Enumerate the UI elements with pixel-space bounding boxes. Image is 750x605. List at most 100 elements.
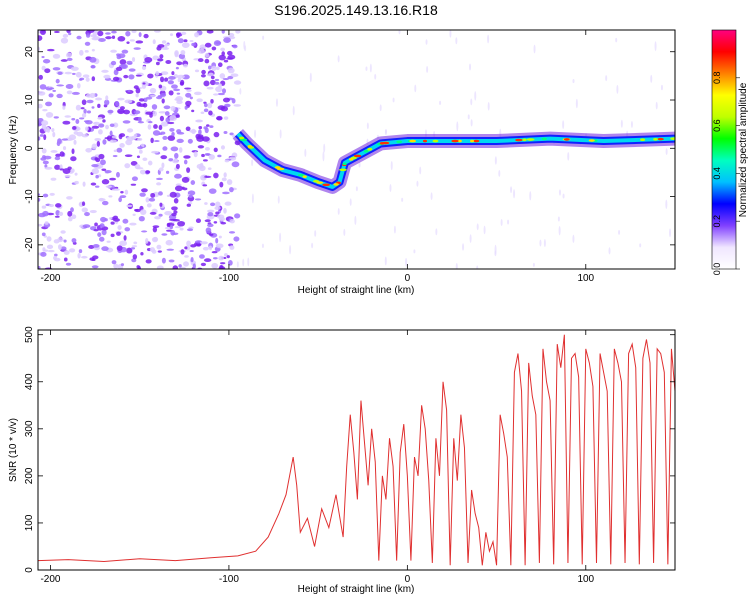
spectrogram-noise-cell: [214, 206, 221, 211]
spectrogram-noise-cell: [157, 58, 164, 62]
spectrogram-noise-cell: [483, 225, 486, 235]
spectrogram-noise-cell: [205, 227, 212, 234]
spectrogram-noise-cell: [85, 148, 93, 153]
spectrogram-noise-cell: [157, 250, 162, 253]
spectrogram-noise-cell: [77, 252, 81, 259]
spectrogram-noise-cell: [195, 133, 201, 140]
spectrogram-noise-cell: [164, 111, 170, 116]
spectrogram-noise-cell: [199, 241, 208, 245]
spectrogram-noise-cell: [71, 72, 76, 75]
spectrogram-noise-cell: [62, 168, 71, 175]
spectrogram-noise-cell: [101, 246, 109, 252]
spectrogram-noise-cell: [210, 75, 215, 80]
track-peak: [653, 137, 658, 141]
spectrogram-noise-cell: [469, 63, 472, 71]
spectrogram-noise-cell: [141, 65, 147, 70]
spectrogram-noise-cell: [89, 56, 97, 63]
spectrogram-noise-cell: [221, 51, 225, 57]
spectrogram-noise-cell: [304, 148, 307, 157]
spectrogram-noise-cell: [71, 214, 77, 220]
spectrogram-noise-cell: [102, 139, 107, 145]
spectrogram-noise-cell: [164, 226, 171, 230]
spectrogram-noise-cell: [177, 220, 186, 227]
track-peak: [322, 183, 331, 187]
spectrogram-noise-cell: [343, 228, 346, 236]
spectrogram-noise-cell: [75, 71, 82, 78]
spectrogram-noise-cell: [91, 265, 99, 269]
spectrogram-noise-cell: [141, 83, 147, 89]
spectrogram-noise-cell: [669, 228, 672, 238]
spectrogram-x-label: Height of straight line (km): [298, 285, 415, 296]
spectrogram-noise-cell: [38, 223, 43, 227]
spectrogram-noise-cell: [163, 105, 171, 110]
spectrogram-noise-cell: [42, 160, 49, 165]
spectrogram-noise-cell: [161, 162, 165, 169]
spectrogram-noise-cell: [41, 120, 49, 126]
spectrogram-noise-cell: [60, 246, 67, 251]
spectrogram-noise-cell: [149, 211, 157, 215]
spectrogram-noise-cell: [204, 42, 212, 48]
spectrogram-noise-cell: [90, 182, 97, 186]
spectrogram-noise-cell: [183, 159, 188, 165]
track-peak: [363, 149, 369, 153]
spectrogram-noise-cell: [261, 243, 264, 249]
spectrogram-noise-cell: [116, 171, 120, 178]
spectrogram-noise-cell: [171, 132, 175, 137]
spectrogram-noise-cell: [204, 58, 210, 64]
spectrogram-noise-cell: [110, 60, 117, 66]
spectrogram-noise-cell: [426, 66, 429, 73]
spectrogram-noise-cell: [38, 35, 43, 41]
spectrogram-noise-cell: [145, 237, 149, 244]
spectrogram-noise-cell: [204, 219, 211, 223]
spectrogram-noise-cell: [97, 116, 103, 120]
spectrogram-noise-cell: [155, 61, 160, 66]
spectrogram-noise-cell: [620, 119, 623, 128]
spectrogram-noise-cell: [40, 251, 47, 257]
spectrogram-noise-cell: [275, 98, 278, 107]
spectrogram-noise-cell: [435, 228, 438, 236]
spectrogram-noise-cell: [233, 80, 242, 85]
spectrogram-noise-cell: [605, 75, 608, 82]
spectrogram-noise-cell: [425, 39, 428, 45]
spectrogram-noise-cell: [179, 227, 184, 231]
spectrogram-noise-cell: [84, 41, 91, 46]
spectrogram-noise-cell: [216, 115, 223, 121]
spectrogram-noise-cell: [151, 236, 159, 243]
spectrogram-noise-cell: [207, 209, 215, 213]
spectrogram-noise-cell: [498, 170, 501, 177]
spectrogram-noise-cell: [476, 265, 479, 269]
spectrogram-noise-cell: [231, 161, 240, 168]
spectrogram-noise-cell: [183, 155, 191, 159]
spectrogram-noise-cell: [186, 167, 191, 173]
spectrogram-noise-cell: [217, 92, 225, 96]
spectrogram-noise-cell: [210, 202, 216, 207]
snr-y-tick-label: 200: [24, 467, 35, 484]
spectrogram-noise-cell: [135, 40, 144, 44]
spectrogram-noise-cell: [74, 180, 79, 185]
spectrogram-noise-cell: [214, 78, 220, 82]
spectrogram-noise-cell: [38, 74, 43, 80]
spectrogram-noise-cell: [44, 68, 51, 74]
spectrogram-noise-cell: [175, 114, 180, 118]
spectrogram-noise-cell: [134, 164, 141, 170]
snr-y-tick-label: 500: [24, 326, 35, 343]
spectrogram-noise-cell: [64, 174, 71, 178]
spectrogram-noise-cell: [105, 124, 109, 130]
spectrogram-noise-cell: [42, 210, 49, 217]
spectrogram-noise-cell: [204, 147, 210, 151]
spectrogram-noise-cell: [136, 155, 140, 159]
spectrogram-noise-cell: [539, 239, 542, 247]
spectrogram-noise-cell: [169, 115, 177, 122]
track-peak: [316, 181, 324, 184]
spectrogram-noise-cell: [91, 106, 95, 109]
spectrogram-noise-cell: [105, 32, 111, 35]
spectrogram-noise-cell: [68, 32, 72, 36]
spectrogram-noise-cell: [131, 30, 137, 34]
spectrogram-noise-cell: [170, 105, 176, 112]
snr-y-label: SNR (10 * v/v): [8, 418, 19, 482]
spectrogram-noise-cell: [167, 80, 174, 85]
spectrogram-noise-cell: [97, 103, 101, 109]
spectrogram-noise-cell: [242, 258, 245, 267]
spectrogram-noise-cell: [165, 170, 170, 174]
spectrogram-noise-cell: [158, 111, 167, 114]
